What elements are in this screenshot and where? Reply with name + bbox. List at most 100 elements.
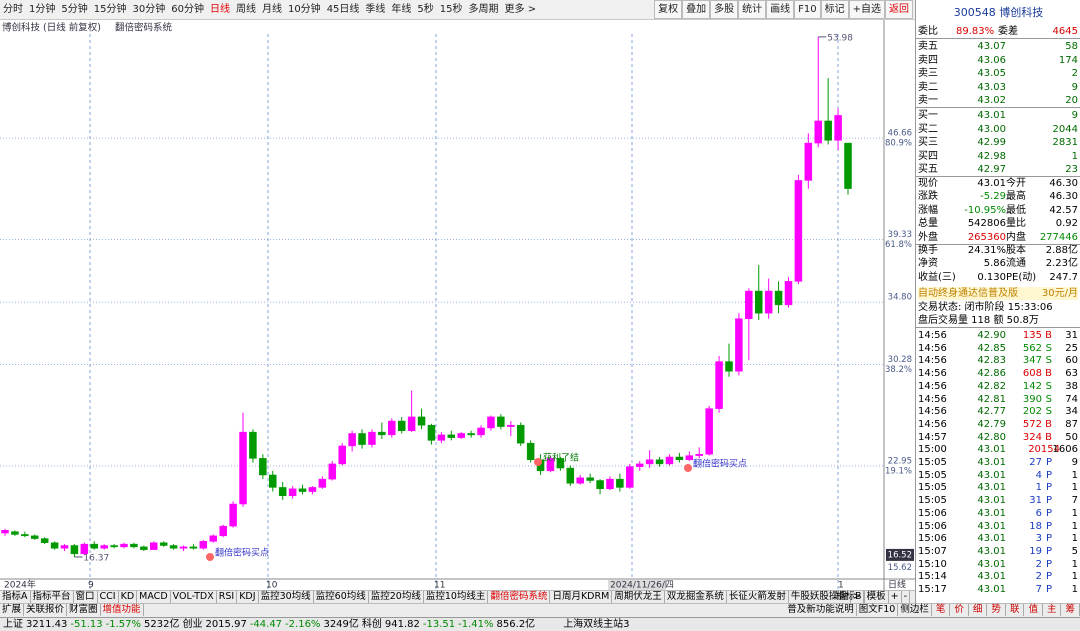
candle-body [566, 467, 575, 484]
function-tab[interactable]: 侧边栏 [898, 604, 932, 616]
function-tab[interactable]: 值 [1024, 604, 1043, 616]
indicator-tab[interactable]: + [889, 591, 902, 603]
tool-button[interactable]: 画线 [766, 0, 795, 19]
period-button[interactable]: 季线 [365, 4, 386, 15]
quote-cell: 卖四 [918, 54, 938, 66]
indicator-tab[interactable]: 翻倍密码系统 [488, 591, 551, 603]
period-button[interactable]: 1分钟 [29, 4, 56, 15]
period-button[interactable]: 15分钟 [93, 4, 127, 15]
bid-row: 买五 42.97 23 [918, 163, 1078, 176]
indicator-tab[interactable]: CCI [98, 591, 119, 603]
indicator-tab[interactable]: 监控60均线 [314, 591, 369, 603]
period-button[interactable]: 日线 [209, 4, 230, 15]
index-item: -44.47 [249, 619, 283, 630]
tick-row: 15:00 43.01 20154 1606 [918, 443, 1078, 456]
indicator-tab[interactable]: KDJ [237, 591, 259, 603]
function-tab[interactable]: 扩展 [0, 604, 25, 616]
quote-cell: 14:56 [918, 342, 947, 354]
period-button[interactable]: 15秒 [439, 4, 463, 15]
period-button[interactable]: 年线 [391, 4, 412, 15]
quote-cell: 买一 [918, 110, 938, 121]
period-button[interactable]: 5秒 [417, 4, 434, 15]
tick-row: 15:06 43.01 3 P 1 [918, 532, 1078, 545]
period-button[interactable]: 5分钟 [61, 4, 88, 15]
period-button[interactable]: 分时 [3, 4, 23, 15]
indicator-tab[interactable]: 指标B [834, 591, 865, 603]
tool-button[interactable]: 复权 [654, 0, 683, 19]
candle-body [288, 488, 297, 496]
indicator-tab[interactable]: MACD [137, 591, 171, 603]
quote-cell: S [1045, 355, 1052, 367]
quote-cell: 30元/月 [1041, 288, 1078, 299]
candle-body [209, 535, 218, 542]
period-button[interactable]: 60分钟 [171, 4, 204, 15]
quote-cell: 1606 [1052, 444, 1078, 456]
candle-body [199, 541, 208, 549]
indicator-tab[interactable]: KD [119, 591, 138, 603]
period-button[interactable]: 10分钟 [287, 4, 321, 15]
indicator-tab[interactable]: 周期伏龙王 [612, 591, 665, 603]
period-button[interactable]: 45日线 [326, 4, 360, 15]
candle-body [397, 420, 406, 431]
quote-cell: 15:14 [918, 571, 947, 583]
tool-button[interactable]: +自选 [848, 0, 885, 19]
indicator-tab[interactable]: 指标平台 [31, 591, 74, 603]
tool-button[interactable]: 统计 [738, 0, 767, 19]
indicator-tab[interactable]: 模板 [865, 591, 889, 603]
quote-cell: 324 [1022, 431, 1042, 443]
function-tab[interactable]: 联 [1006, 604, 1025, 616]
indicator-tab[interactable]: - [902, 591, 910, 603]
function-tab[interactable]: 价 [950, 604, 969, 616]
period-button[interactable]: 多周期 [468, 4, 499, 15]
indicator-tab[interactable]: 长征火箭发射 [727, 591, 789, 603]
indicator-tab[interactable]: RSI [217, 591, 238, 603]
function-tab[interactable]: 细 [969, 604, 988, 616]
indicator-tab[interactable]: 窗口 [74, 591, 98, 603]
tool-button[interactable]: 返回 [885, 0, 913, 19]
quote-cell: P [1045, 482, 1052, 494]
tool-button[interactable]: 叠加 [682, 0, 711, 19]
y-tick-label: 34.80 [888, 293, 912, 303]
indicator-tab[interactable]: VOL-TDX [171, 591, 217, 603]
candle-body [348, 433, 356, 447]
indicator-tab[interactable]: 日周月KDRM [550, 591, 613, 603]
index-item: -2.16% [285, 619, 321, 630]
indicator-tab[interactable]: 监控10均线主 [424, 591, 489, 603]
quote-cell: 外盘 [918, 231, 938, 243]
candle-body [21, 534, 29, 537]
candle-body [497, 416, 505, 427]
quote-cell: 自动终身通达信普及版 [918, 288, 1018, 299]
quote-cell: 2.23亿 [1045, 258, 1078, 270]
function-tab[interactable]: 筹 [1061, 604, 1080, 616]
function-tab[interactable]: 财富圈 [67, 604, 101, 616]
quote-cell: 31 [1065, 330, 1078, 341]
index-item: 科创 [361, 619, 382, 630]
tool-button[interactable]: 多股 [710, 0, 739, 19]
period-label: 日线 [888, 579, 906, 591]
function-tab[interactable]: 关联报价 [24, 604, 68, 616]
function-tab[interactable]: 势 [987, 604, 1006, 616]
indicator-tab[interactable]: 双龙掘金系统 [665, 591, 727, 603]
candle-body [249, 431, 257, 459]
fib-label: 61.8% [885, 240, 912, 250]
function-tab[interactable]: 笔 [932, 604, 951, 616]
function-tab[interactable]: 图文F10 [857, 604, 899, 616]
period-button[interactable]: 月线 [261, 4, 282, 15]
indicator-tab[interactable]: 监控20均线 [369, 591, 424, 603]
indicator-tab[interactable]: 指标A [0, 591, 31, 603]
function-tab[interactable]: 主 [1043, 604, 1062, 616]
period-button[interactable]: 30分钟 [132, 4, 166, 15]
candle-body [546, 458, 555, 472]
tool-button[interactable]: 标记 [820, 0, 849, 19]
period-button[interactable]: 周线 [235, 4, 256, 15]
ask-row: 卖四 43.06 174 [918, 54, 1078, 67]
quote-cell: 最高 [1006, 191, 1026, 203]
function-tab[interactable]: 增值功能 [101, 604, 144, 616]
tool-button[interactable]: F10 [794, 0, 821, 19]
indicator-tab[interactable]: > [851, 591, 864, 603]
period-button[interactable]: 更多 > [504, 4, 537, 15]
indicator-tab[interactable]: 牛股妖股操盘 [789, 591, 851, 603]
indicator-tab[interactable]: 监控30均线 [259, 591, 314, 603]
quote-cell: 89.83% [956, 26, 995, 37]
function-tab[interactable]: 普及新功能说明 [785, 604, 857, 616]
